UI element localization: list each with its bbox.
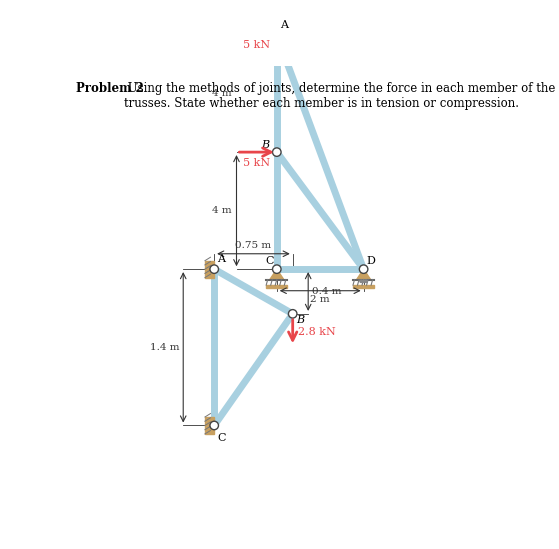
Text: C: C bbox=[217, 433, 226, 443]
Circle shape bbox=[288, 310, 297, 318]
Circle shape bbox=[210, 421, 219, 430]
Text: 4 m: 4 m bbox=[212, 89, 232, 98]
Circle shape bbox=[359, 265, 368, 273]
Circle shape bbox=[210, 265, 219, 273]
Bar bbox=[266, 285, 287, 288]
Polygon shape bbox=[357, 269, 371, 279]
Text: 5 kN: 5 kN bbox=[243, 41, 270, 51]
Text: 2.8 kN: 2.8 kN bbox=[298, 327, 336, 337]
Text: 0.75 m: 0.75 m bbox=[235, 241, 272, 250]
Text: Using the methods of joints, determine the force in each member of the following: Using the methods of joints, determine t… bbox=[124, 82, 559, 110]
Circle shape bbox=[360, 280, 362, 283]
Bar bbox=[205, 417, 214, 434]
Text: 0.4 m: 0.4 m bbox=[312, 287, 342, 296]
Circle shape bbox=[362, 280, 365, 283]
Circle shape bbox=[273, 31, 281, 40]
Text: Problem 2: Problem 2 bbox=[76, 82, 144, 95]
Text: A: A bbox=[280, 20, 288, 30]
Polygon shape bbox=[270, 269, 284, 279]
Text: 2 m: 2 m bbox=[310, 295, 330, 304]
Text: 4 m: 4 m bbox=[212, 206, 232, 215]
Circle shape bbox=[273, 265, 281, 273]
Text: 5 kN: 5 kN bbox=[243, 158, 270, 167]
Text: C: C bbox=[265, 256, 274, 266]
Text: D: D bbox=[367, 256, 376, 266]
Bar bbox=[353, 285, 374, 288]
Text: 1.4 m: 1.4 m bbox=[150, 343, 179, 352]
Text: B: B bbox=[261, 140, 269, 150]
Text: A: A bbox=[217, 254, 225, 264]
Circle shape bbox=[365, 280, 367, 283]
Bar bbox=[205, 261, 214, 278]
Circle shape bbox=[273, 148, 281, 156]
Text: B: B bbox=[297, 315, 305, 326]
